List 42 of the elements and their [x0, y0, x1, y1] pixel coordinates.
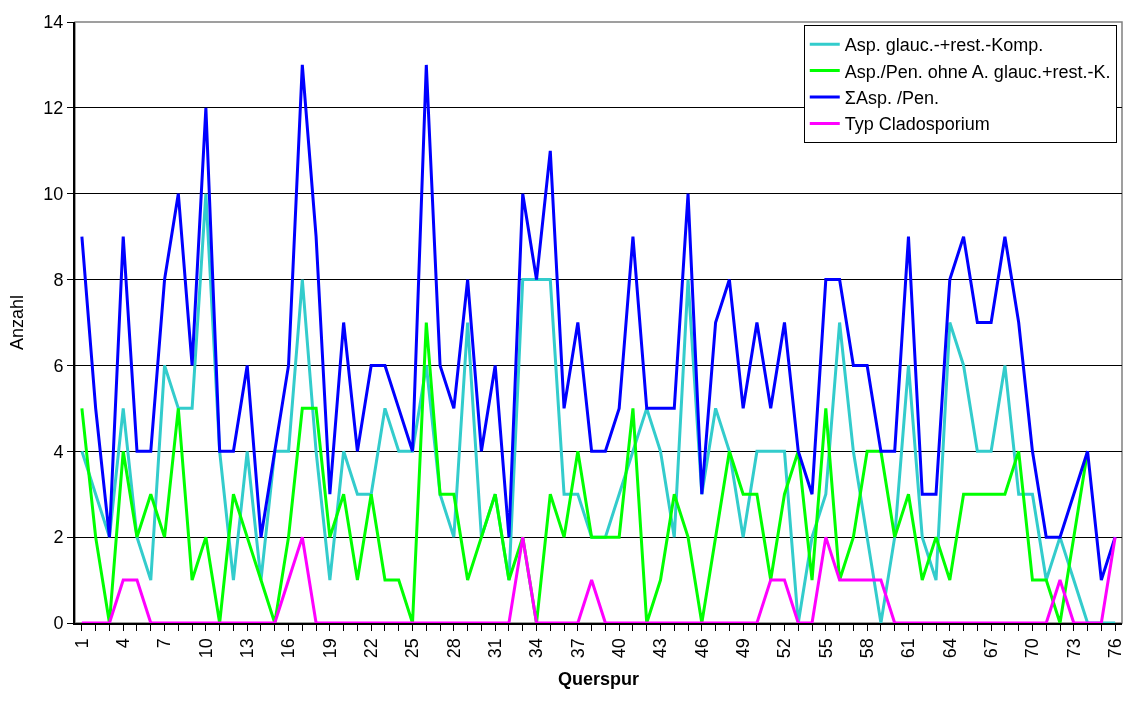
x-tick-label: 34	[526, 638, 547, 659]
x-tick-label: 58	[856, 638, 877, 659]
x-tick-label: 13	[237, 638, 258, 659]
x-tick-label: 76	[1104, 638, 1125, 659]
x-tick-label: 1	[71, 638, 92, 649]
y-tick-label: 14	[43, 12, 64, 33]
x-tick-label: 4	[113, 638, 134, 649]
legend-label: Typ Cladosporium	[844, 114, 990, 135]
x-tick-label: 10	[195, 638, 216, 659]
x-tick-label: 52	[774, 638, 795, 659]
x-tick-label: 40	[609, 638, 630, 659]
x-tick-label: 19	[319, 638, 340, 659]
x-tick-label: 22	[361, 638, 382, 659]
x-tick-label: 37	[567, 638, 588, 659]
x-tick-label: 64	[939, 638, 960, 659]
y-tick-label: 2	[53, 527, 64, 548]
x-tick-label: 70	[1022, 638, 1043, 659]
x-tick-label: 7	[154, 638, 175, 649]
y-tick-label: 6	[53, 355, 64, 376]
y-axis-title: Anzahl	[7, 294, 28, 351]
x-tick-label: 28	[443, 638, 464, 659]
x-tick-label: 55	[815, 638, 836, 659]
x-tick-label: 67	[980, 638, 1001, 659]
x-tick-label: 31	[485, 638, 506, 659]
x-tick-label: 25	[402, 638, 423, 659]
x-tick-label: 49	[733, 638, 753, 659]
x-tick-label: 43	[650, 638, 671, 659]
y-tick-label: 12	[43, 98, 64, 119]
y-tick-label: 8	[53, 269, 64, 290]
x-tick-label: 73	[1063, 638, 1084, 659]
line-series	[80, 63, 1117, 582]
x-tick-label: 16	[278, 638, 299, 659]
legend-label: ΣAsp. /Pen.	[844, 88, 939, 109]
line-series	[80, 321, 1090, 623]
x-tick-label: 61	[898, 638, 919, 659]
legend-label: Asp. glauc.-+rest.-Komp.	[844, 35, 1044, 56]
y-tick-label: 0	[53, 613, 64, 634]
x-tick-label: 46	[691, 638, 712, 659]
y-tick-label: 10	[43, 184, 64, 205]
y-tick-label: 4	[53, 441, 64, 462]
x-axis-title: Querspur	[557, 668, 640, 689]
legend-label: Asp./Pen. ohne A. glauc.+rest.-K.	[844, 61, 1111, 82]
